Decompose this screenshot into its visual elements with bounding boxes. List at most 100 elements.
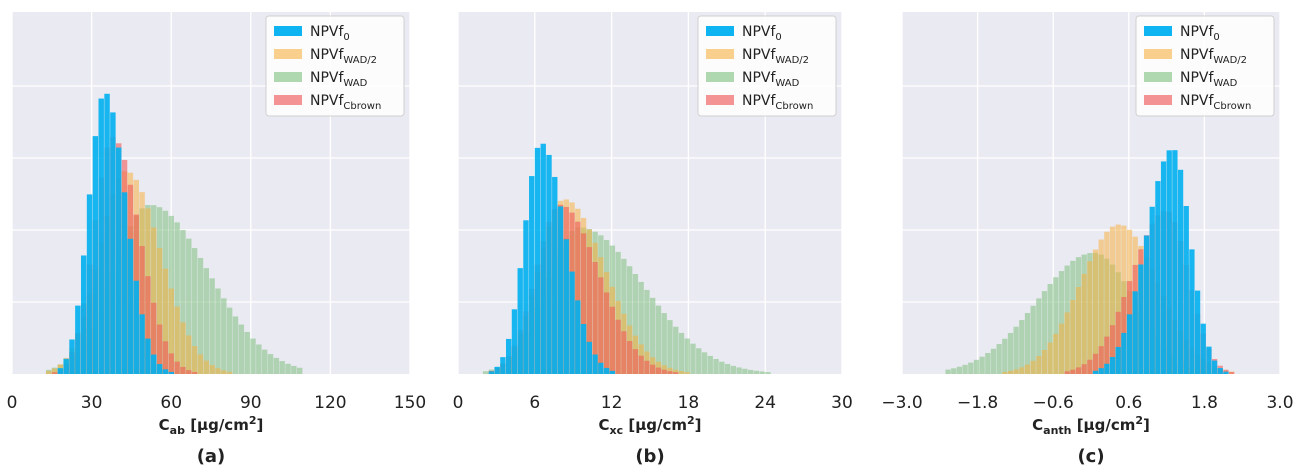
histogram-bar [598,362,604,374]
histogram-bar [1115,224,1121,374]
histogram-bar [1143,235,1150,374]
histogram-bar [1217,368,1223,374]
histogram-bar [156,364,163,374]
histogram-bar [203,360,210,374]
x-tick-label: 6 [529,393,540,413]
histogram-bar [1104,231,1110,374]
histogram-bar [598,277,604,374]
histogram-bar [1189,249,1195,374]
histogram-bar [69,339,75,374]
histogram-bar [661,365,667,374]
histogram-bar [534,147,541,374]
histogram-bar [1058,271,1065,374]
histogram-bar [690,343,696,374]
legend-swatch [274,49,302,59]
histogram-bar [621,331,627,374]
panel-c: −3.0 −1.8 −0.6 0.6 1.8 3.0 Canth [μg/cm2] (c) NP… [881,12,1294,467]
x-tick-label: −1.8 [957,393,998,413]
x-tick-label: 24 [754,393,776,413]
histogram-bar [523,220,529,374]
histogram-bar [197,354,204,374]
legend-box [1135,15,1275,117]
histogram-bar [104,93,110,374]
histogram-bar [1087,359,1093,374]
histogram-bar [540,143,546,374]
histogram-bar [151,302,157,374]
panel-label: (a) [197,446,226,467]
histogram-bar [517,268,523,374]
histogram-bar [580,323,587,374]
histogram-bar [1030,305,1036,374]
histogram-bar [1053,277,1059,374]
histogram-bar [667,320,673,374]
histogram-bar [1104,336,1110,374]
histogram-bar [133,280,139,374]
histogram-bar [655,305,662,374]
legend: NPVf0 NPVfWAD/2 NPVfWAD NPVfCbrown [697,15,837,117]
legend-label: NPVfWAD [1180,70,1238,89]
histogram-bar [592,261,598,374]
histogram-bar [650,364,656,374]
histogram-bar [575,221,581,374]
histogram-bar [1228,371,1235,374]
histogram-bar [1081,273,1087,374]
x-tick-label: 1.8 [1191,393,1218,413]
panel-label: (c) [1077,446,1104,467]
histogram-bar [267,354,274,374]
histogram-bar [174,306,180,374]
histogram-bar [569,271,575,374]
histogram-bar [506,338,512,374]
histogram-bar [226,371,233,374]
histogram-bar [632,349,639,374]
histogram-bar [244,331,250,374]
histogram-bar [1047,342,1053,374]
histogram-bar [279,361,285,374]
histogram-bar [678,332,685,374]
histogram-bar [765,372,771,374]
histogram-bar [168,353,174,374]
histogram-bar [996,344,1002,374]
histogram-bar [1070,369,1076,374]
histogram-bar [1024,364,1031,374]
histogram-bar [1172,150,1178,374]
histogram-bar [1155,181,1161,374]
legend-swatch [1144,72,1172,82]
histogram-bar [592,354,598,374]
histogram-bar [638,355,644,374]
histogram-bar [1098,239,1104,374]
histogram-bar [1194,290,1201,374]
panel-a: 0 30 60 90 120 150 Cab [μg/cm2] (a) NPVf0 NPVfWAD… [7,12,426,467]
histogram-bar [1058,323,1065,374]
histogram-bar [638,281,644,374]
histogram-bar [586,341,592,374]
histogram-bar [724,363,731,374]
histogram-bar [1160,161,1167,374]
legend-swatch [274,95,302,105]
histogram-bar [1166,150,1172,374]
histogram-bar [209,365,215,374]
histogram-bar [945,369,951,374]
histogram-bar [575,300,581,374]
histogram-bar [92,136,99,374]
histogram-bar [203,268,210,374]
histogram-bar [215,368,221,374]
histogram-bar [615,319,621,374]
legend-label: NPVfWAD/2 [310,47,377,66]
series-NPVf0 [488,143,616,374]
histogram-bar [580,233,587,374]
histogram-bar [162,341,169,374]
histogram-bar [661,313,667,374]
histogram-bar [139,246,145,374]
histogram-bar [1007,332,1014,374]
histogram-bar [110,112,116,374]
x-tick-label: −3.0 [881,393,922,413]
histogram-bar [296,367,303,374]
histogram-bar [168,371,174,374]
histogram-bar [1087,261,1093,374]
histogram-bar [1092,353,1099,374]
histogram-bar [1138,264,1144,374]
histogram-bar [1047,284,1053,374]
histogram-bar [650,297,656,374]
histogram-bar [626,266,633,374]
